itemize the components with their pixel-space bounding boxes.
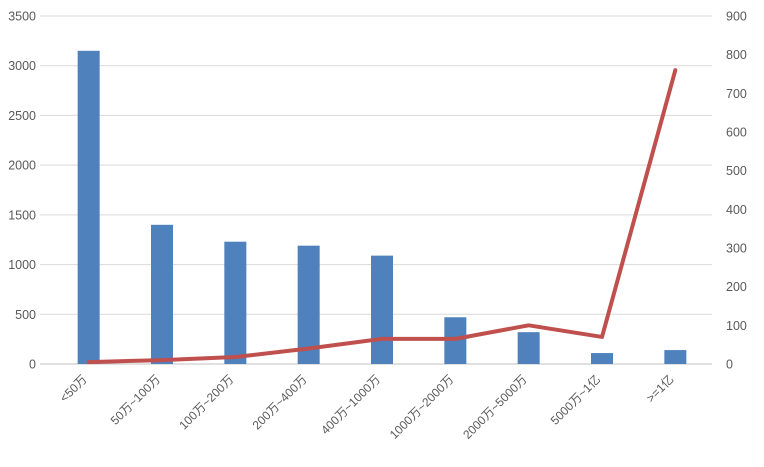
bar xyxy=(297,245,320,364)
right-axis-tick-label: 700 xyxy=(726,87,747,101)
left-axis-tick-label: 0 xyxy=(29,358,36,372)
right-axis-tick-label: 100 xyxy=(726,319,747,333)
right-axis-tick-label: 500 xyxy=(726,164,747,178)
x-axis-category-label: 400万~1000万 xyxy=(318,372,383,437)
x-axis-category-label: 200万~400万 xyxy=(250,372,310,432)
right-axis-tick-label: 300 xyxy=(726,242,747,256)
right-axis-tick-label: 200 xyxy=(726,280,747,294)
x-axis-category-label: >=1亿 xyxy=(643,372,677,406)
x-axis-category-label: 50万~100万 xyxy=(108,372,163,427)
line-series xyxy=(86,68,678,365)
x-axis-category-label: 100万~200万 xyxy=(176,372,236,432)
x-axis-category-label: 1000万~2000万 xyxy=(387,372,457,442)
right-axis-tick-label: 900 xyxy=(726,10,747,24)
left-axis-tick-label: 2500 xyxy=(8,109,36,123)
left-axis-tick-label: 1500 xyxy=(8,208,36,222)
bar xyxy=(224,241,247,364)
right-axis-tick-label: 600 xyxy=(726,126,747,140)
x-axis-category-label: 5000万~1亿 xyxy=(547,372,603,428)
bar xyxy=(151,224,173,364)
right-axis-tick-label: 400 xyxy=(726,203,747,217)
left-axis-tick-label: 3500 xyxy=(8,10,36,24)
right-axis-tick-label: 0 xyxy=(726,358,733,372)
right-axis-tick-label: 800 xyxy=(726,48,747,62)
left-axis-tick-label: 1000 xyxy=(8,258,36,272)
bar xyxy=(371,255,393,364)
left-axis-tick-label: 3000 xyxy=(8,59,36,73)
bar xyxy=(517,332,540,364)
left-axis-tick-label: 2000 xyxy=(8,159,36,173)
bar xyxy=(591,353,613,364)
x-axis-category-label: <50万 xyxy=(57,372,90,405)
left-axis-tick-label: 500 xyxy=(15,308,36,322)
bar xyxy=(77,50,100,365)
x-axis-category-label: 2000万~5000万 xyxy=(460,372,530,442)
bar xyxy=(664,350,687,364)
